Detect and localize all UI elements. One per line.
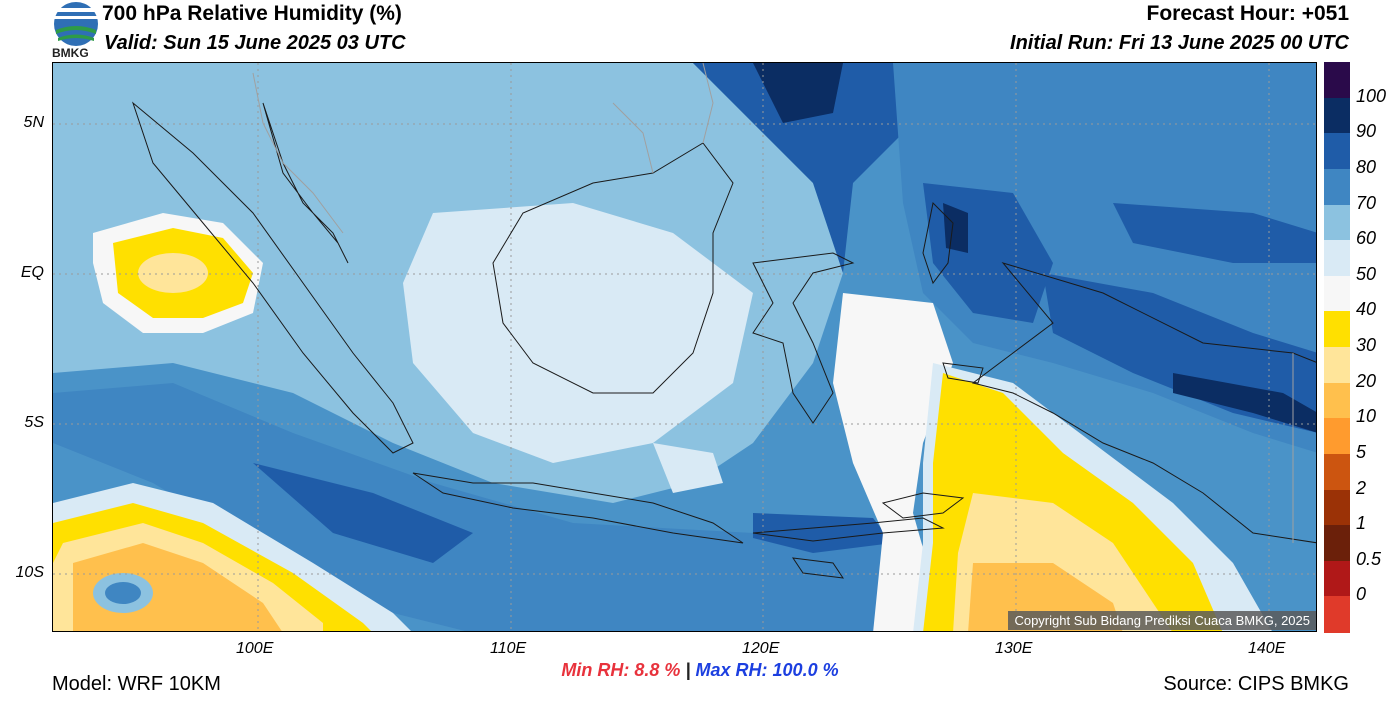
- colorbar-segment: [1324, 204, 1350, 241]
- max-rh-value: 100.0 %: [772, 660, 839, 680]
- colorbar: [1324, 62, 1350, 633]
- colorbar-label: 5: [1356, 441, 1367, 462]
- colorbar-segment: [1324, 418, 1350, 455]
- lon-label-140e: 140E: [1248, 640, 1286, 657]
- lon-label-120e: 120E: [742, 640, 780, 657]
- lat-label-5s: 5S: [24, 414, 44, 431]
- stats-separator: |: [685, 660, 691, 680]
- forecast-hour: Forecast Hour: +051: [1146, 2, 1350, 25]
- colorbar-label: 60: [1356, 228, 1377, 249]
- colorbar-segment: [1324, 525, 1350, 562]
- initial-run: Initial Run: Fri 13 June 2025 00 UTC: [1010, 32, 1349, 54]
- colorbar-label: 100: [1356, 85, 1387, 106]
- lon-label-110e: 110E: [490, 640, 527, 657]
- logo-text: BMKG: [52, 46, 89, 60]
- colorbar-segment: [1324, 489, 1350, 526]
- colorbar-label: 10: [1356, 406, 1377, 427]
- colorbar-segment: [1324, 275, 1350, 312]
- lon-label-100e: 100E: [236, 640, 274, 657]
- colorbar-label: 2: [1356, 477, 1367, 498]
- valid-time: Valid: Sun 15 June 2025 03 UTC: [104, 32, 406, 54]
- model-label: Model: WRF 10KM: [52, 673, 221, 695]
- source-label: Source: CIPS BMKG: [1163, 673, 1349, 695]
- colorbar-segment: [1324, 453, 1350, 490]
- colorbar-segment: [1324, 133, 1350, 170]
- lon-label-130e: 130E: [995, 640, 1033, 657]
- colorbar-segment: [1324, 560, 1350, 597]
- rh-stats: Min RH: 8.8 % | Max RH: 100.0 %: [0, 660, 1400, 681]
- humidity-field: [53, 63, 1316, 631]
- min-rh-label: Min RH:: [561, 660, 630, 680]
- colorbar-label: 30: [1356, 335, 1377, 355]
- colorbar-label: 70: [1356, 192, 1377, 213]
- colorbar-segment: [1324, 382, 1350, 419]
- colorbar-label: 40: [1356, 299, 1377, 320]
- colorbar-segment: [1324, 62, 1350, 99]
- lat-label-10s: 10S: [15, 564, 44, 581]
- min-rh-value: 8.8 %: [634, 660, 681, 680]
- colorbar-label: 0.5: [1356, 548, 1382, 569]
- copyright-notice: Copyright Sub Bidang Prediksi Cuaca BMKG…: [1008, 611, 1316, 630]
- colorbar-label: 0: [1356, 584, 1367, 605]
- lat-label-eq: EQ: [20, 264, 44, 281]
- colorbar-label: 80: [1356, 156, 1377, 177]
- colorbar-segment: [1324, 311, 1350, 348]
- humidity-map: [52, 62, 1317, 632]
- colorbar-segment: [1324, 168, 1350, 205]
- map-title: 700 hPa Relative Humidity (%): [102, 2, 402, 25]
- lat-label-5n: 5N: [23, 114, 44, 131]
- colorbar-label: 1: [1356, 513, 1367, 534]
- colorbar-segment: [1324, 97, 1350, 134]
- max-rh-label: Max RH:: [695, 660, 768, 680]
- colorbar-label: 50: [1356, 263, 1377, 284]
- colorbar-label: 90: [1356, 121, 1377, 142]
- bmkg-logo: [50, 0, 102, 62]
- colorbar-segment: [1324, 240, 1350, 277]
- colorbar-segment: [1324, 347, 1350, 384]
- colorbar-label: 20: [1356, 370, 1377, 391]
- colorbar-segment: [1324, 596, 1350, 633]
